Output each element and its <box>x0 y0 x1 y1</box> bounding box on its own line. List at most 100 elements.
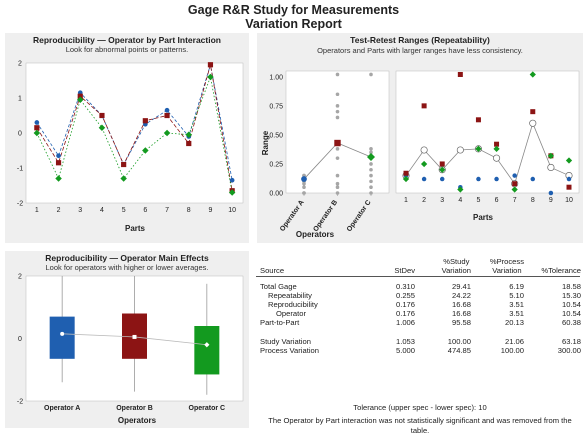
interaction-chart-subtitle: Look for abnormal points or patterns. <box>65 45 189 54</box>
interaction-y-tick-label: -1 <box>17 166 23 173</box>
table-row-source: Total Gage <box>260 282 297 291</box>
interaction-x-tick-label: 5 <box>122 207 126 214</box>
table-cell: 100.00 <box>447 337 471 346</box>
interaction-point <box>99 112 105 119</box>
table-cell: 0.310 <box>395 282 415 291</box>
ranges-part-tick-label: 6 <box>495 197 499 204</box>
interaction-point <box>228 189 236 196</box>
interaction-y-tick-label: -2 <box>17 201 23 208</box>
interaction-point <box>164 107 170 113</box>
ranges-operator-mean-marker <box>301 176 307 182</box>
ranges-operator-point <box>369 185 373 189</box>
interaction-x-tick-label: 3 <box>78 207 82 214</box>
table-cell: 5.10 <box>509 291 524 300</box>
interaction-x-tick-label: 2 <box>57 207 61 214</box>
table-header-cell: %Process Variation <box>489 257 524 275</box>
main-effects-y-tick-label: 2 <box>18 274 22 281</box>
table-cell: 16.68 <box>451 300 471 309</box>
table-cell: 95.58 <box>451 318 471 327</box>
table-cell: 3.51 <box>509 309 524 318</box>
ranges-chart-subtitle: Operators and Parts with larger ranges h… <box>317 46 523 55</box>
table-cell: 21.06 <box>504 337 524 346</box>
ranges-chart-title: Test-Retest Ranges (Repeatability) <box>350 35 490 45</box>
table-row-source: Reproducibility <box>268 300 318 309</box>
interaction-point <box>77 93 83 99</box>
ranges-operator-point <box>335 181 340 186</box>
ranges-part-point <box>530 109 536 115</box>
ranges-operator-point <box>369 72 373 77</box>
ranges-part-point <box>421 176 427 182</box>
interaction-point <box>142 147 149 154</box>
ranges-operator-tick-label: Operator B <box>312 199 339 233</box>
main-effects-x-tick-label: Operator A <box>44 405 80 412</box>
ranges-part-point <box>402 175 410 183</box>
table-row-source: Operator <box>276 309 306 318</box>
table-cell: 5.000 <box>395 346 415 355</box>
interaction-chart-panel: Reproducibility — Operator by Part Inter… <box>5 33 249 243</box>
ranges-part-tick-label: 2 <box>422 197 426 204</box>
ranges-operator-point <box>335 147 340 151</box>
ranges-part-point <box>439 161 445 167</box>
ranges-y-tick-label: 0.00 <box>269 191 283 198</box>
ranges-operator-point <box>369 162 373 166</box>
ranges-part-mean-marker <box>547 163 555 171</box>
interaction-point <box>98 124 106 131</box>
ranges-y-axis-label: Range <box>261 130 270 155</box>
ranges-operator-tick-label: Operator A <box>279 199 306 233</box>
ranges-chart-panel: Test-Retest Ranges (Repeatability) Opera… <box>257 33 583 243</box>
main-effects-y-tick-label: 0 <box>18 336 22 343</box>
ranges-parts-axis-label: Parts <box>473 213 494 222</box>
ranges-y-tick-label: 0.25 <box>269 161 283 168</box>
interaction-point <box>207 73 214 81</box>
ranges-operator-point <box>335 191 340 195</box>
ranges-part-tick-label: 7 <box>513 197 517 204</box>
ranges-part-plot-area <box>395 70 580 194</box>
table-cell: 18.58 <box>561 282 581 291</box>
main-effects-x-axis-label: Operators <box>118 416 157 425</box>
interaction-plot-area <box>25 62 244 204</box>
main-effects-chart: Operators -2 0 2 Operator A Operator B Operat… <box>17 274 244 425</box>
interaction-point <box>121 161 127 168</box>
table-cell: 1.053 <box>395 337 415 346</box>
interaction-point <box>56 153 61 159</box>
table-row-source: Process Variation <box>260 346 319 355</box>
ranges-part-point <box>494 141 500 147</box>
interaction-point <box>120 175 127 182</box>
ranges-part-point <box>439 176 445 182</box>
ranges-operator-point <box>369 179 373 184</box>
ranges-part-tick-label: 8 <box>531 197 535 204</box>
ranges-chart: Range Operators Parts 0.00 0.25 0.50 0.75 1.… <box>261 70 580 239</box>
ranges-operator-point <box>302 185 306 189</box>
interaction-point <box>186 140 192 147</box>
ranges-part-point <box>565 157 573 164</box>
table-cell: 6.19 <box>509 282 524 291</box>
ranges-part-point <box>475 117 481 123</box>
table-cell: 100.00 <box>500 346 524 355</box>
ranges-operator-mean-marker <box>367 152 375 161</box>
interaction-x-tick-label: 8 <box>187 207 191 214</box>
ranges-part-tick-label: 1 <box>404 197 408 204</box>
ranges-operator-point <box>335 173 340 178</box>
variation-table: Tolerance (upper spec - lower spec): 10 … <box>256 253 584 435</box>
ranges-operator-mean-marker <box>334 139 341 147</box>
main-effects-x-tick-label: Operator B <box>116 405 153 412</box>
interaction-point <box>229 177 235 183</box>
ranges-y-tick-label: 0.50 <box>269 132 283 139</box>
tolerance-note: Tolerance (upper spec - lower spec): 10 <box>353 403 487 412</box>
table-cell: 63.18 <box>561 337 581 346</box>
interaction-line-3 <box>36 75 233 193</box>
interaction-y-tick-label: 1 <box>18 96 22 103</box>
table-header-cell: %Study Variation <box>441 257 471 275</box>
ranges-operator-point <box>302 191 306 195</box>
interaction-x-tick-label: 6 <box>143 207 147 214</box>
main-effects-x-tick-label: Operator C <box>189 405 226 412</box>
table-cell: 20.13 <box>504 318 524 327</box>
interaction-point <box>163 129 171 137</box>
interaction-point <box>55 160 62 166</box>
interaction-x-tick-label: 7 <box>165 207 169 214</box>
interaction-point <box>142 118 148 124</box>
ranges-part-mean-marker <box>529 119 537 127</box>
table-header-cell: Source <box>260 266 285 275</box>
table-row-source: Study Variation <box>260 337 311 346</box>
